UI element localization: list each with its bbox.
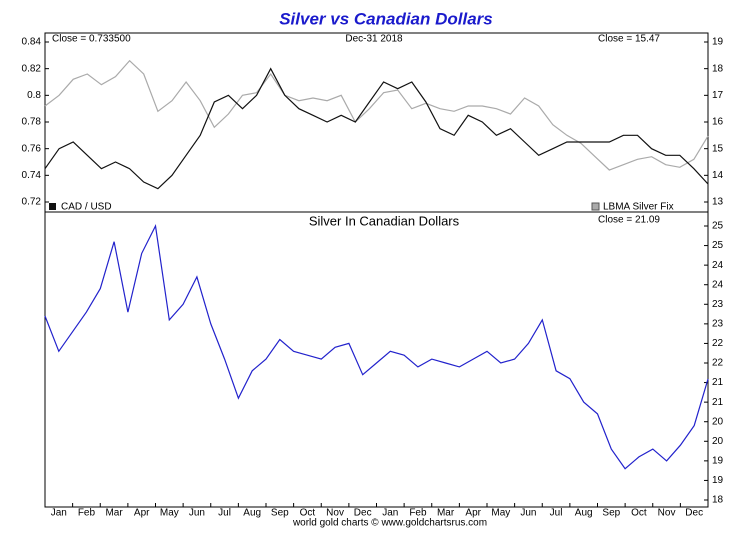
data-line [44, 59, 709, 171]
y-tick-label: 19 [712, 455, 724, 466]
x-tick-label: Jul [218, 508, 231, 519]
y-tick-label: 24 [712, 279, 724, 290]
x-tick-label: Jan [51, 508, 67, 519]
y-tick-label: 25 [712, 240, 724, 251]
x-tick-label: Aug [575, 508, 593, 519]
y2-tick-label: 13 [712, 197, 724, 208]
x-tick-label: Sep [602, 508, 620, 519]
x-tick-label: Feb [78, 508, 96, 519]
x-tick-label: Apr [465, 508, 481, 519]
y-tick-label: 25 [712, 221, 724, 232]
y-tick-label: 0.84 [22, 37, 42, 48]
panel-title: Silver In Canadian Dollars [309, 213, 460, 228]
y-tick-label: 0.76 [22, 143, 42, 154]
y-tick-label: 20 [712, 416, 724, 427]
x-tick-label: Mar [437, 508, 455, 519]
x-tick-label: Sep [271, 508, 289, 519]
y2-tick-label: 19 [712, 37, 724, 48]
y-tick-label: 0.78 [22, 117, 42, 128]
x-tick-label: Jul [550, 508, 563, 519]
y-tick-label: 23 [712, 318, 724, 329]
y-tick-label: 19 [712, 475, 724, 486]
y2-tick-label: 16 [712, 117, 724, 128]
y-tick-label: 23 [712, 299, 724, 310]
x-tick-label: May [160, 508, 179, 519]
date-note: Dec-31 2018 [345, 34, 403, 45]
y-tick-label: 21 [712, 377, 724, 388]
x-tick-label: Oct [631, 508, 647, 519]
y-tick-label: 22 [712, 358, 724, 369]
x-tick-label: Feb [409, 508, 427, 519]
y-tick-label: 24 [712, 260, 724, 271]
legend-label: LBMA Silver Fix [603, 202, 674, 213]
data-line [44, 67, 709, 190]
y-tick-label: 0.8 [27, 90, 41, 101]
data-line [44, 224, 709, 470]
close-note: Close = 21.09 [598, 215, 660, 226]
close-note: Close = 0.733500 [52, 34, 131, 45]
x-tick-label: Nov [658, 508, 676, 519]
legend-label: CAD / USD [61, 202, 112, 213]
y-tick-label: 18 [712, 495, 724, 506]
x-tick-label: Oct [300, 508, 316, 519]
y2-tick-label: 17 [712, 90, 724, 101]
x-tick-label: Jun [520, 508, 536, 519]
x-tick-label: Nov [326, 508, 344, 519]
x-tick-label: Apr [134, 508, 150, 519]
legend-swatch [591, 202, 600, 211]
footer: world gold charts © www.goldchartsrus.co… [292, 518, 487, 529]
y-tick-label: 0.72 [22, 197, 42, 208]
x-tick-label: Jun [189, 508, 205, 519]
x-tick-label: Jan [382, 508, 398, 519]
x-tick-label: Dec [685, 508, 703, 519]
y2-tick-label: 14 [712, 170, 724, 181]
close-note: Close = 15.47 [598, 34, 660, 45]
y2-tick-label: 15 [712, 143, 724, 154]
chart-title: Silver vs Canadian Dollars [279, 9, 493, 28]
x-tick-label: Mar [105, 508, 123, 519]
y-tick-label: 0.82 [22, 63, 42, 74]
y-tick-label: 20 [712, 436, 724, 447]
frame [44, 32, 709, 508]
y-tick-label: 21 [712, 397, 724, 408]
x-tick-label: May [491, 508, 510, 519]
legend-swatch [49, 203, 56, 210]
y-tick-label: 22 [712, 338, 724, 349]
y2-tick-label: 18 [712, 63, 724, 74]
x-tick-label: Dec [354, 508, 372, 519]
y-tick-label: 0.74 [22, 170, 42, 181]
x-tick-label: Aug [243, 508, 261, 519]
